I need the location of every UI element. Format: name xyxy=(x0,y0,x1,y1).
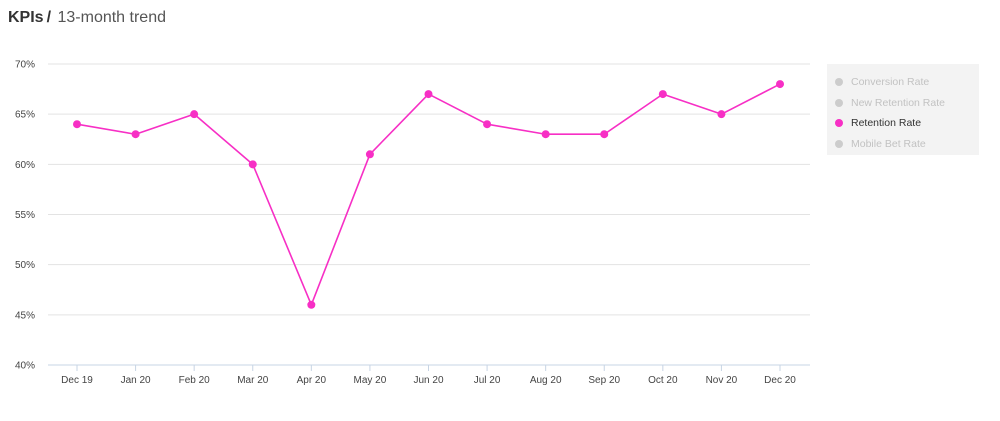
legend-label: Conversion Rate xyxy=(851,76,930,89)
data-point xyxy=(600,130,609,139)
data-point xyxy=(541,130,550,139)
legend-marker-icon xyxy=(835,98,843,107)
y-tick-label: 55% xyxy=(15,210,35,221)
legend-label: Retention Rate xyxy=(851,117,922,130)
data-point xyxy=(424,90,433,99)
chart-legend: Conversion Rate New Retention Rate Reten… xyxy=(827,64,979,155)
legend-marker-icon xyxy=(835,139,843,148)
title-separator: / xyxy=(46,9,52,26)
x-tick-label: Sep 20 xyxy=(588,375,620,386)
legend-item-mobile-bet-rate[interactable]: Mobile Bet Rate xyxy=(827,134,979,155)
x-tick-label: Dec 19 xyxy=(61,375,93,386)
data-point xyxy=(658,90,667,99)
gridlines xyxy=(48,63,810,316)
data-point xyxy=(776,80,784,89)
data-point xyxy=(717,110,726,119)
data-point xyxy=(307,300,316,309)
x-tick-label: Feb 20 xyxy=(179,375,211,386)
data-point xyxy=(483,120,492,129)
page-subtitle: 13-month trend xyxy=(57,9,166,26)
legend-item-new-retention-rate[interactable]: New Retention Rate xyxy=(827,93,979,114)
legend-marker-icon xyxy=(835,78,843,87)
y-tick-label: 45% xyxy=(15,310,35,321)
x-tick-label: Dec 20 xyxy=(764,375,796,386)
x-tick-label: May 20 xyxy=(354,375,387,386)
y-tick-label: 70% xyxy=(15,60,35,71)
data-point xyxy=(248,160,257,169)
y-tick-label: 60% xyxy=(15,160,35,171)
y-tick-label: 65% xyxy=(15,110,35,121)
x-tick-label: Jan 20 xyxy=(121,375,151,386)
legend-label: New Retention Rate xyxy=(851,96,945,109)
series-layer xyxy=(73,80,784,309)
legend-item-retention-rate[interactable]: Retention Rate xyxy=(827,113,979,134)
data-point xyxy=(365,150,374,159)
y-tick-label: 50% xyxy=(15,260,35,271)
x-tick-label: Nov 20 xyxy=(706,375,738,386)
x-tick-label: Jun 20 xyxy=(413,375,443,386)
data-point xyxy=(131,130,140,139)
axes: 40% 45% 50% 55% 60% 65% 70% Dec 19 Jan 20 Feb 20 M… xyxy=(15,60,810,386)
x-tick-label: Apr 20 xyxy=(297,375,327,386)
legend-item-conversion-rate[interactable]: Conversion Rate xyxy=(827,72,979,93)
x-tick-label: Oct 20 xyxy=(648,375,678,386)
x-tick-label: Jul 20 xyxy=(474,375,501,386)
legend-marker-icon xyxy=(835,119,843,128)
series-line xyxy=(76,83,781,306)
x-tick-label: Aug 20 xyxy=(530,375,562,386)
y-tick-label: 40% xyxy=(15,361,35,372)
page-title: KPIs xyxy=(8,9,44,26)
data-point xyxy=(73,120,81,129)
x-tick-label: Mar 20 xyxy=(237,375,269,386)
legend-label: Mobile Bet Rate xyxy=(851,137,926,150)
chart-header: KPIs/ 13-month trend xyxy=(8,9,166,27)
data-point xyxy=(190,110,199,119)
